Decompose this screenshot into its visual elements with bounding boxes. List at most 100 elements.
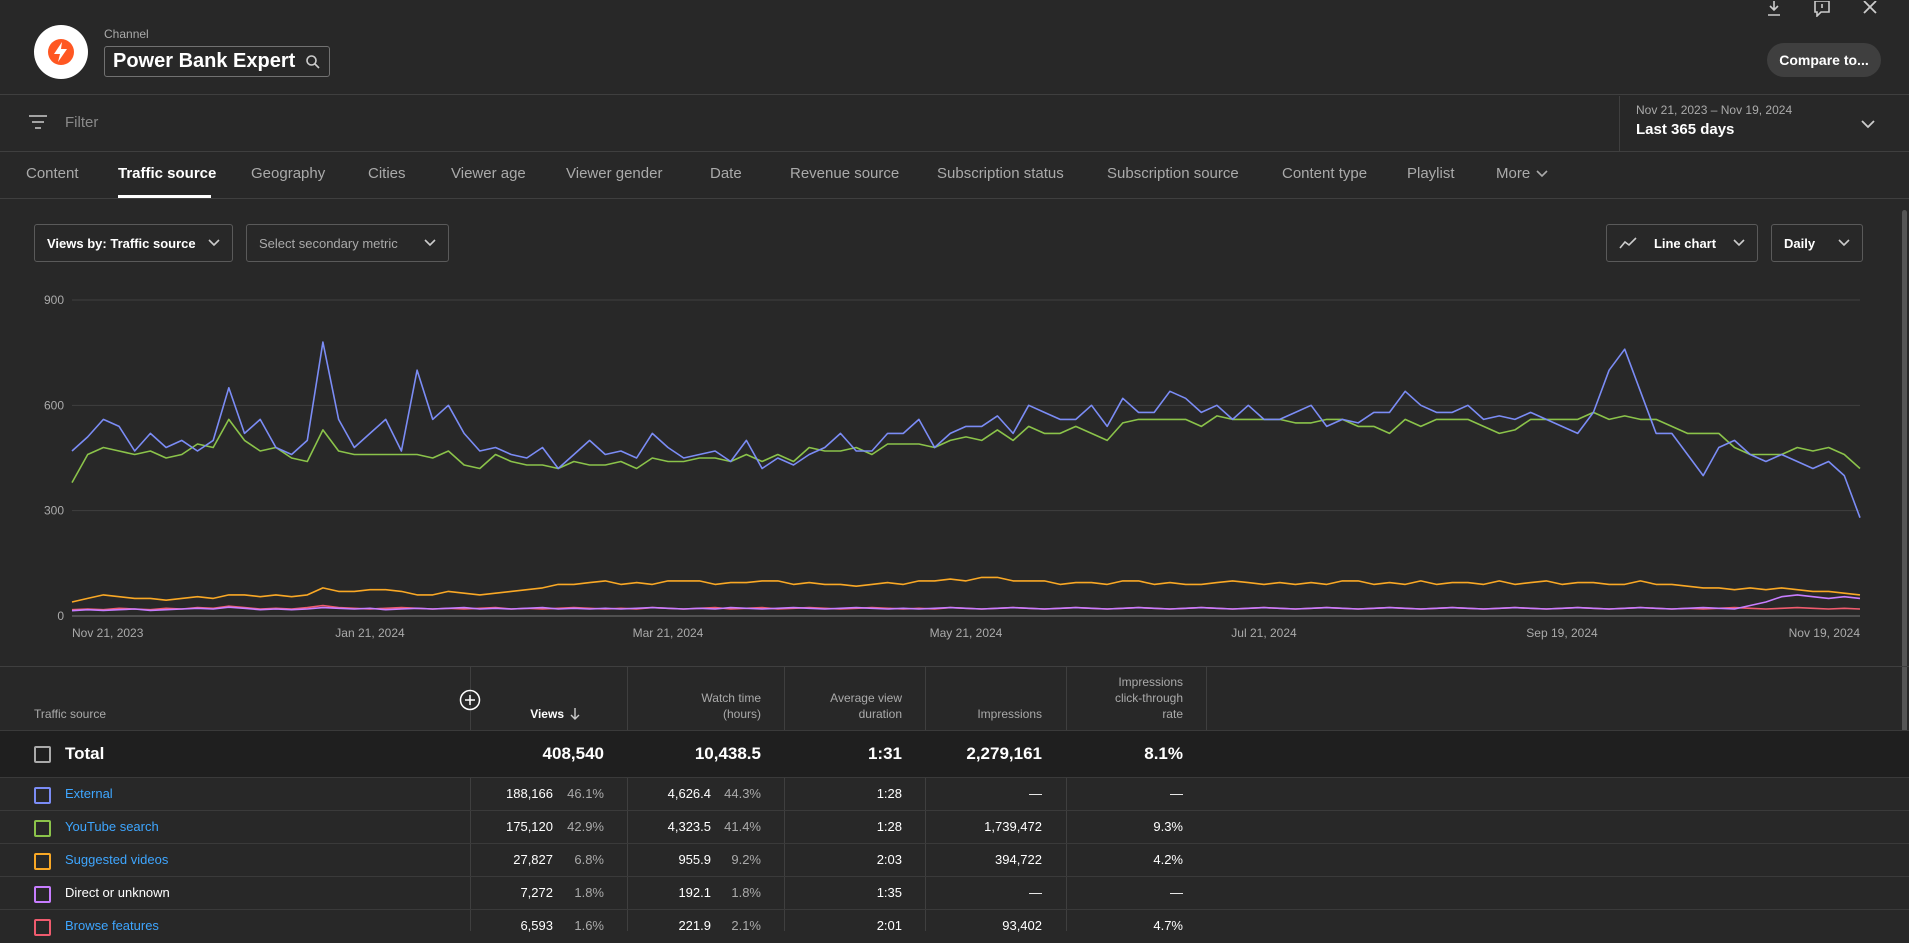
watch-time-percent: 9.2% <box>731 852 761 867</box>
tab-cities[interactable]: Cities <box>368 165 406 182</box>
ctr-value: 4.7% <box>1153 918 1183 933</box>
watch-time-percent: 1.8% <box>731 885 761 900</box>
traffic-source-name[interactable]: External <box>65 786 113 801</box>
traffic-source-name[interactable]: Browse features <box>65 918 159 933</box>
series-line-direct-or-unknown[interactable] <box>71 594 1861 612</box>
impressions-value: — <box>1029 885 1042 900</box>
compare-button[interactable]: Compare to... <box>1767 43 1881 77</box>
lightning-icon <box>48 39 74 65</box>
tab-playlist[interactable]: Playlist <box>1407 165 1455 182</box>
watch-time-value: 4,626.4 <box>667 786 711 801</box>
filter-input[interactable]: Filter <box>65 114 99 131</box>
primary-metric-select[interactable]: Views by: Traffic source <box>34 224 233 262</box>
y-tick-label: 300 <box>44 504 64 518</box>
channel-picker[interactable]: Power Bank Expert <box>104 46 331 77</box>
table-row: External 188,166 46.1% 4,626.4 44.3% 1:28 — — <box>0 777 1909 811</box>
total-avd: 1:31 <box>867 744 902 763</box>
column-header-views-label: Views <box>530 707 564 721</box>
tab-content[interactable]: Content <box>26 165 79 182</box>
column-header-ctr[interactable]: Impressions click-through rate <box>1115 674 1183 722</box>
impressions-value: — <box>1029 786 1042 801</box>
tab-subscription-source[interactable]: Subscription source <box>1107 165 1239 182</box>
watch-time-header-line1: Watch time <box>701 691 761 705</box>
series-line-external[interactable] <box>71 341 1861 518</box>
tab-viewer-gender[interactable]: Viewer gender <box>566 165 663 182</box>
x-tick-label: Jul 21, 2024 <box>1231 626 1297 640</box>
tab-revenue-source[interactable]: Revenue source <box>790 165 900 182</box>
column-header-avg-view-duration[interactable]: Average view duration <box>830 690 902 722</box>
divider <box>0 666 1909 667</box>
traffic-source-name: Direct or unknown <box>65 885 170 900</box>
views-value: 7,272 <box>520 885 553 900</box>
chevron-down-icon[interactable] <box>1860 116 1876 134</box>
feedback-icon[interactable] <box>1811 0 1833 18</box>
total-impressions: 2,279,161 <box>966 744 1042 763</box>
channel-name: Power Bank Expert <box>113 50 296 72</box>
series-line-suggested-videos[interactable] <box>71 576 1861 603</box>
tab-geography[interactable]: Geography <box>251 165 326 182</box>
column-divider <box>470 667 471 931</box>
date-range-text[interactable]: Nov 21, 2023 – Nov 19, 2024 <box>1636 103 1793 117</box>
watch-time-percent: 41.4% <box>724 819 761 834</box>
table-row: Suggested videos 27,827 6.8% 955.9 9.2% 2:03 3… <box>0 843 1909 877</box>
row-checkbox[interactable] <box>34 820 51 837</box>
add-column-icon[interactable] <box>459 689 481 716</box>
chevron-down-icon <box>424 239 436 247</box>
total-label: Total <box>65 744 105 763</box>
table-row: Direct or unknown 7,272 1.8% 192.1 1.8% 1:35 —… <box>0 876 1909 910</box>
ctr-value: 4.2% <box>1153 852 1183 867</box>
line-chart-icon <box>1619 237 1637 249</box>
tab-viewer-age[interactable]: Viewer age <box>451 165 526 182</box>
chevron-down-icon <box>1536 169 1548 177</box>
ctr-value: — <box>1170 786 1183 801</box>
tab-subscription-status[interactable]: Subscription status <box>937 165 1064 182</box>
views-value: 6,593 <box>520 918 553 933</box>
impressions-value: 1,739,472 <box>984 819 1042 834</box>
avd-value: 2:01 <box>876 918 902 933</box>
watch-time-value: 955.9 <box>678 852 711 867</box>
series-line-youtube-search[interactable] <box>71 411 1861 483</box>
chevron-down-icon <box>208 239 220 247</box>
tab-traffic-source[interactable]: Traffic source <box>118 165 217 182</box>
avd-header-line1: Average view <box>830 691 902 705</box>
y-tick-label: 0 <box>57 609 64 623</box>
watch-time-percent: 2.1% <box>731 918 761 933</box>
x-tick-label: Mar 21, 2024 <box>633 626 704 640</box>
views-value: 27,827 <box>513 852 553 867</box>
period-label[interactable]: Last 365 days <box>1636 121 1735 138</box>
granularity-select[interactable]: Daily <box>1771 224 1863 262</box>
download-icon[interactable] <box>1763 0 1785 18</box>
chart-type-select[interactable]: Line chart <box>1606 224 1758 262</box>
avd-value: 1:28 <box>876 786 902 801</box>
ctr-header-line1: Impressions <box>1118 675 1183 689</box>
row-checkbox[interactable] <box>34 787 51 804</box>
ctr-value: — <box>1170 885 1183 900</box>
views-percent: 6.8% <box>574 852 604 867</box>
tab-date[interactable]: Date <box>710 165 742 182</box>
secondary-metric-select[interactable]: Select secondary metric <box>246 224 449 262</box>
column-header-impressions[interactable]: Impressions <box>977 707 1042 721</box>
tab-more-label: More <box>1496 165 1531 182</box>
total-checkbox[interactable] <box>34 746 51 763</box>
watch-time-value: 192.1 <box>678 885 711 900</box>
column-header-watch-time[interactable]: Watch time (hours) <box>701 690 761 722</box>
filter-icon[interactable] <box>28 114 48 135</box>
row-checkbox[interactable] <box>34 919 51 936</box>
row-checkbox[interactable] <box>34 853 51 870</box>
row-checkbox[interactable] <box>34 886 51 903</box>
scrollbar[interactable] <box>1902 210 1907 755</box>
views-value: 188,166 <box>506 786 553 801</box>
tab-more[interactable]: More <box>1496 165 1548 182</box>
ctr-header-line3: rate <box>1162 707 1183 721</box>
column-divider <box>1066 667 1067 931</box>
x-tick-label: May 21, 2024 <box>930 626 1003 640</box>
close-icon[interactable] <box>1859 0 1881 18</box>
y-tick-label: 900 <box>44 293 64 307</box>
traffic-source-table: Traffic source Views Watch time (hours) … <box>0 667 1909 936</box>
tab-content-type[interactable]: Content type <box>1282 165 1368 182</box>
traffic-source-name[interactable]: YouTube search <box>65 819 159 834</box>
traffic-source-name[interactable]: Suggested videos <box>65 852 169 867</box>
chevron-down-icon <box>1838 239 1850 247</box>
column-header-views[interactable]: Views <box>530 706 580 722</box>
divider <box>0 94 1909 95</box>
